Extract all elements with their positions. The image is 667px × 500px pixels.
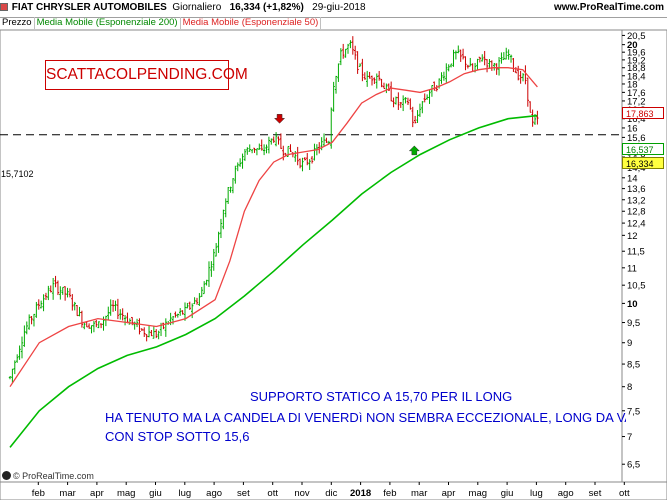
y-tick-label: 15,6 <box>627 133 646 144</box>
prorealtime-logo-icon <box>2 471 11 480</box>
y-tick-label: 8,5 <box>627 360 640 371</box>
y-tick-label: 19,6 <box>627 48 646 59</box>
support-level-label: 15,7102 <box>1 169 34 179</box>
watermark-box: SCATTACOLPENDING.COM <box>45 60 248 90</box>
plot-area <box>0 29 623 483</box>
legend-price[interactable]: Prezzo <box>0 17 35 29</box>
y-tick-label: 9 <box>627 338 632 349</box>
y-tick-label: 10,5 <box>627 281 646 292</box>
y-tick-label: 19,2 <box>627 55 646 66</box>
indicator-legend: Prezzo Media Mobile (Esponenziale 200) Med… <box>0 17 322 29</box>
x-tick-label: giu <box>149 488 162 499</box>
x-tick-label: feb <box>383 488 396 499</box>
x-tick-label: mar <box>59 488 75 499</box>
y-tick-label: 11 <box>627 263 637 274</box>
site-url[interactable]: www.ProRealTime.com <box>553 2 664 13</box>
x-tick-label: set <box>237 488 250 499</box>
y-tick-label: 8 <box>627 382 632 393</box>
x-tick-label: 2018 <box>350 488 371 499</box>
y-tick-label: 12,4 <box>627 219 646 230</box>
y-tick-label: 18 <box>627 79 638 90</box>
x-tick-label: set <box>589 488 602 499</box>
x-tick-label: giu <box>501 488 514 499</box>
legend-ema200[interactable]: Media Mobile (Esponenziale 200) <box>35 17 181 29</box>
ema50-price-tag: 17,863 <box>622 107 664 119</box>
ema50-line <box>9 67 538 388</box>
y-tick-label: 13,6 <box>627 184 646 195</box>
chart-header: FIAT CHRYSLER AUTOMOBILES Giornaliero 16… <box>0 0 667 18</box>
y-tick-label: 16 <box>627 123 638 134</box>
y-axis-pane <box>621 29 667 483</box>
x-tick-label: ago <box>206 488 222 499</box>
x-tick-label: lug <box>530 488 543 499</box>
color-swatch-icon <box>0 3 8 11</box>
x-tick-label: ott <box>267 488 278 499</box>
y-tick-label: 17,2 <box>627 96 646 107</box>
footer-text: © ProRealTime.com <box>13 471 94 481</box>
y-tick-label: 18,4 <box>627 71 646 82</box>
y-tick-label: 13,2 <box>627 195 646 206</box>
footer-copyright: © ProRealTime.com <box>2 471 94 481</box>
x-tick-label: feb <box>32 488 45 499</box>
y-tick-label: 14 <box>627 173 638 184</box>
y-tick-label: 12,8 <box>627 207 646 218</box>
y-tick-label: 11,5 <box>627 247 645 258</box>
annotation-line-2: HA TENUTO MA LA CANDELA DI VENERDì NON S… <box>105 410 626 425</box>
y-tick-label: 7,5 <box>627 406 640 417</box>
x-tick-label: mag <box>469 488 487 499</box>
x-tick-label: mar <box>411 488 427 499</box>
y-tick-label: 18,8 <box>627 63 646 74</box>
annotation-line-1: SUPPORTO STATICO A 15,70 PER IL LONG <box>250 389 513 404</box>
last-price-tag: 16,334 <box>622 157 664 169</box>
quote-date: 29-giu-2018 <box>312 2 366 13</box>
timeframe-label: Giornaliero <box>172 2 222 13</box>
y-tick-label: 9,5 <box>627 318 640 329</box>
x-tick-label: apr <box>442 488 456 499</box>
annotation-line-3: CON STOP SOTTO 15,6 <box>105 429 250 444</box>
header-info: FIAT CHRYSLER AUTOMOBILES Giornaliero 16… <box>0 2 366 13</box>
y-tick-label: 7 <box>627 432 632 443</box>
legend-ema50[interactable]: Media Mobile (Esponenziale 50) <box>181 17 322 29</box>
instrument-name: FIAT CHRYSLER AUTOMOBILES <box>11 2 167 13</box>
x-tick-label: apr <box>90 488 104 499</box>
x-axis-pane <box>0 481 667 500</box>
x-tick-label: nov <box>294 488 310 499</box>
y-tick-label: 16,4 <box>627 114 646 125</box>
arrow-down-icon <box>273 114 286 124</box>
y-tick-label: 20 <box>627 40 638 51</box>
x-tick-label: mag <box>117 488 135 499</box>
ema200-line <box>9 114 538 448</box>
x-tick-label: ott <box>619 488 630 499</box>
last-quote: 16,334 (+1,82%) <box>229 2 304 13</box>
y-tick-label: 20,5 <box>627 31 646 42</box>
x-tick-label: lug <box>178 488 191 499</box>
arrow-up-icon <box>408 145 420 156</box>
y-tick-label: 17,6 <box>627 88 646 99</box>
y-tick-label: 10 <box>627 299 638 310</box>
y-tick-label: 6,5 <box>627 460 640 471</box>
y-tick-label: 12 <box>627 231 638 242</box>
x-tick-label: ago <box>558 488 574 499</box>
ema200-price-tag: 16,537 <box>622 143 664 155</box>
x-tick-label: dic <box>325 488 337 499</box>
